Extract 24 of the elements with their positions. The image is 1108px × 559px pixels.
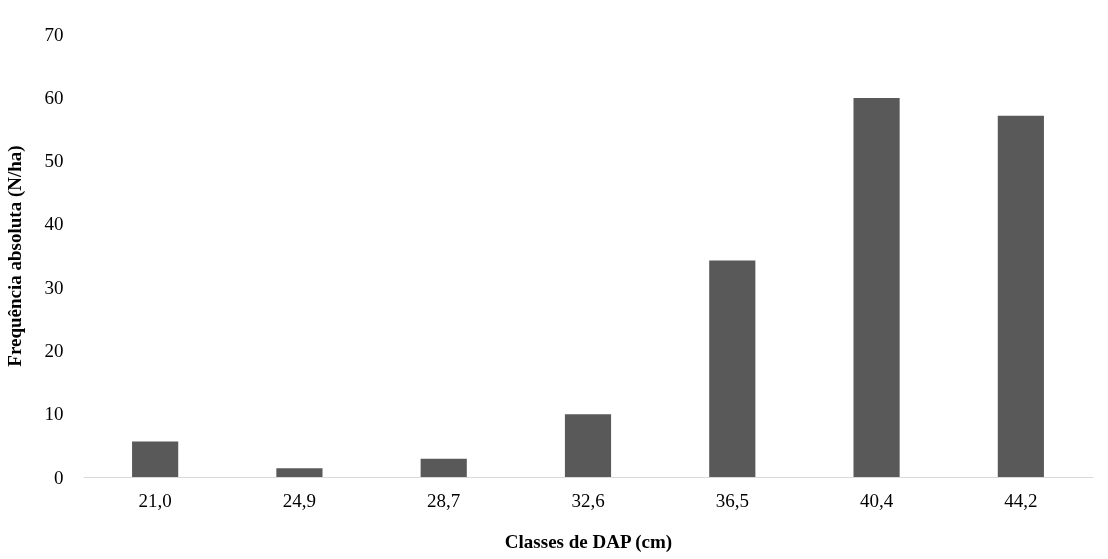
- bar: [709, 260, 756, 477]
- y-tick-label: 70: [44, 23, 64, 45]
- y-tick-label: 0: [54, 466, 64, 488]
- x-axis-title: Classes de DAP (cm): [504, 530, 673, 553]
- x-tick-label: 28,7: [427, 489, 461, 511]
- x-tick-label: 44,2: [1004, 489, 1038, 511]
- bar: [276, 468, 323, 477]
- y-tick-label: 10: [44, 403, 64, 425]
- x-tick-label: 36,5: [715, 489, 749, 511]
- y-axis-title: Frequência absoluta (N/ha): [3, 145, 26, 367]
- x-tick-label: 32,6: [571, 489, 605, 511]
- y-tick-label: 50: [44, 150, 64, 172]
- x-tick-label: 24,9: [282, 489, 317, 511]
- y-tick-label: 30: [44, 276, 64, 298]
- y-tick-label: 40: [44, 213, 64, 235]
- bar: [564, 414, 612, 477]
- bar: [853, 97, 900, 477]
- x-tick-label: 40,4: [859, 489, 894, 511]
- y-tick-label: 60: [44, 86, 64, 108]
- x-tick-label: 21,0: [138, 489, 172, 511]
- bar: [420, 458, 467, 477]
- bar: [997, 115, 1044, 477]
- y-tick-label: 20: [44, 339, 64, 361]
- bar: [132, 441, 179, 477]
